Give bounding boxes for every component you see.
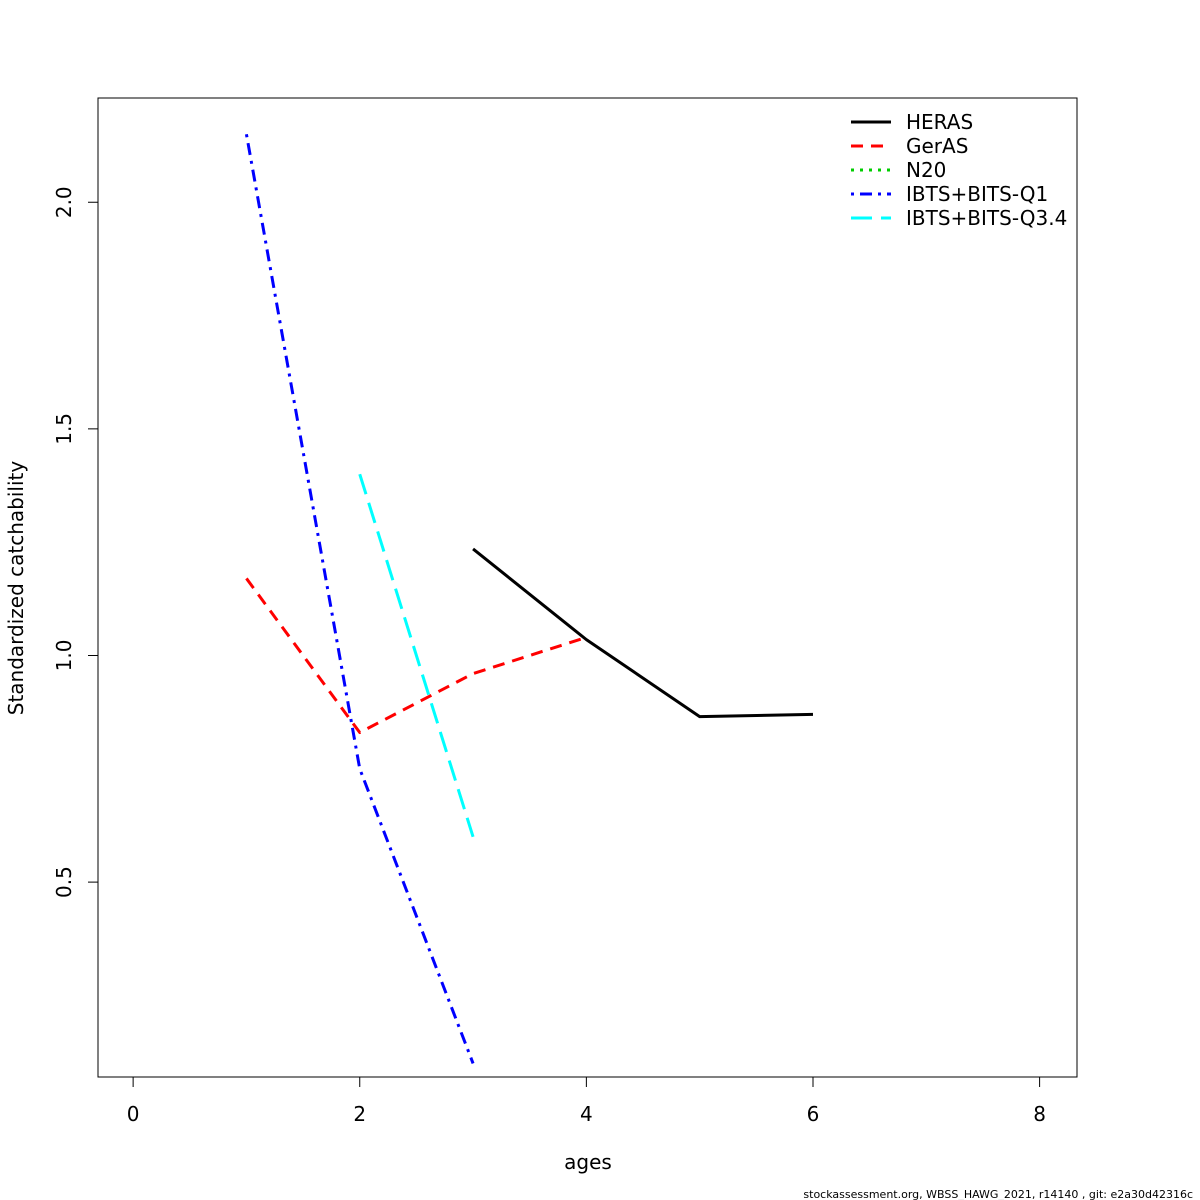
series-line-heras [472,547,814,719]
series-line-ibts-bits-q3-4 [358,473,475,838]
x-tick-label: 2 [353,1102,366,1126]
plot-frame [97,97,1078,1078]
legend-label-n20: N20 [906,158,946,182]
y-tick-label: 1.0 [52,640,76,672]
series-layer [244,133,814,1064]
x-axis: 0 2 4 6 8 [127,1076,1046,1126]
y-axis: 0.5 1.0 1.5 2.0 [52,186,99,898]
y-tick-label: 0.5 [52,866,76,898]
y-axis-title: Standardized catchability [4,461,28,716]
legend-label-heras: HERAS [906,110,973,134]
x-tick-label: 6 [807,1102,820,1126]
legend-label-ibts-bits-q1: IBTS+BITS-Q1 [906,182,1048,206]
legend-label-ibts-bits-q3-4: IBTS+BITS-Q3.4 [906,206,1067,230]
footer-credit: stockassessment.org, WBSS_HAWG_2021, r14… [803,1188,1193,1200]
series-line-ibts-bits-q1 [244,133,475,1064]
legend-label-geras: GerAS [906,134,968,158]
x-axis-title: ages [564,1150,612,1174]
y-tick-label: 1.5 [52,413,76,445]
x-tick-label: 0 [127,1102,140,1126]
y-tick-label: 2.0 [52,186,76,218]
x-tick-label: 8 [1033,1102,1046,1126]
x-tick-label: 4 [580,1102,593,1126]
